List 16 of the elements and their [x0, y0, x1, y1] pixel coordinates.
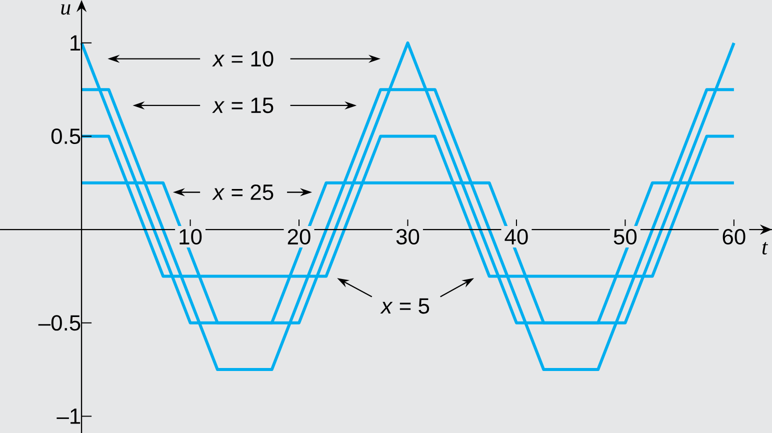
- x-tick-label: 40: [504, 228, 528, 245]
- y-tick-label: 0.5: [51, 128, 80, 144]
- annotation: x = 15: [212, 98, 274, 114]
- y-tick-label: 1: [70, 35, 80, 50]
- annotation: x = 5: [380, 298, 430, 314]
- y-tick-label: –1: [56, 408, 80, 424]
- x-tick-label: 50: [614, 228, 637, 245]
- x-axis-title: t: [762, 242, 768, 255]
- annotation: x = 25: [212, 184, 274, 200]
- annotation: x = 10: [212, 51, 274, 67]
- x-tick-label: 30: [396, 228, 420, 245]
- x-tick-label: 60: [722, 228, 746, 245]
- x-tick-label: 20: [288, 228, 310, 245]
- y-axis-title: u: [61, 4, 70, 15]
- y-tick-label: –0.5: [38, 315, 80, 331]
- x-tick-label: 10: [180, 228, 202, 245]
